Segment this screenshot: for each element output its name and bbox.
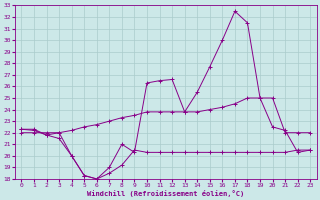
X-axis label: Windchill (Refroidissement éolien,°C): Windchill (Refroidissement éolien,°C)	[87, 190, 244, 197]
